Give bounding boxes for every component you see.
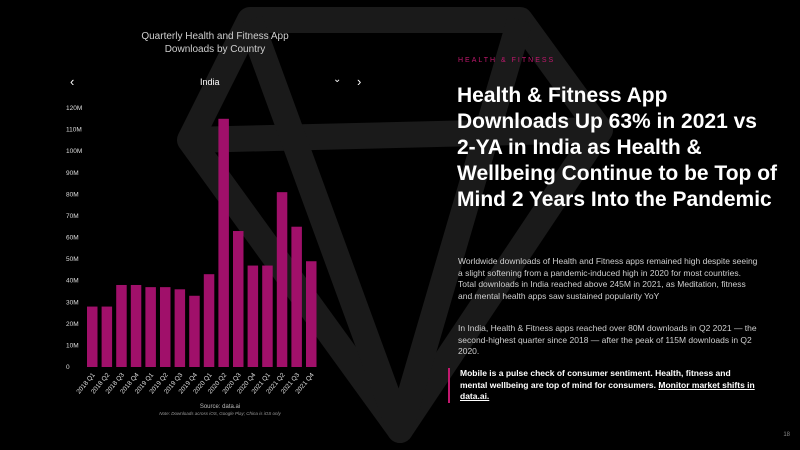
bar [145,287,156,367]
source-note: Note: Downloads across iOS, Google Play;… [159,411,281,416]
chevron-right-icon[interactable]: › [357,74,362,89]
bar [262,265,273,367]
y-tick-label: 20M [66,321,79,328]
y-tick-label: 60M [66,235,79,242]
y-tick-label: 110M [66,127,82,134]
page-number: 18 [783,432,790,438]
bar [160,287,171,367]
bar [101,306,113,367]
y-tick-label: 0 [66,364,70,371]
chart-title: Quarterly Health and Fitness App Downloa… [141,31,289,55]
bar [276,192,288,367]
bar [87,306,98,367]
headline: Health & Fitness App Downloads Up 63% in… [457,84,778,211]
callout-text: Mobile is a pulse check of consumer sent… [460,368,731,390]
callout: Mobile is a pulse check of consumer sent… [448,368,760,403]
y-tick-label: 90M [66,170,79,177]
bar [291,226,302,367]
y-tick-label: 30M [66,299,79,306]
y-tick-label: 100M [66,148,82,155]
y-tick-label: 40M [66,278,79,285]
bar [218,118,229,368]
section-eyebrow: HEALTH & FITNESS [458,57,556,64]
chevron-down-icon[interactable]: ⌄ [333,74,342,85]
body-paragraph-2: In India, Health & Fitness apps reached … [458,323,757,356]
y-tick-label: 120M [66,105,82,112]
bar [174,289,186,367]
chevron-left-icon[interactable]: ‹ [70,74,75,89]
bar [203,274,215,367]
y-tick-label: 50M [66,256,79,263]
bar [233,231,244,367]
country-select[interactable]: India [200,77,220,87]
y-tick-label: 10M [66,342,79,349]
bar [247,265,259,367]
body-paragraph-1: Worldwide downloads of Health and Fitnes… [458,256,758,301]
bar [130,284,142,367]
y-tick-label: 70M [66,213,79,220]
bar [116,284,127,367]
y-tick-label: 80M [66,191,79,198]
callout-link[interactable]: Monitor market shifts in data.ai. [460,379,755,402]
bar [189,295,200,367]
bar [306,261,317,367]
source-title: Source: data.ai [199,404,241,410]
